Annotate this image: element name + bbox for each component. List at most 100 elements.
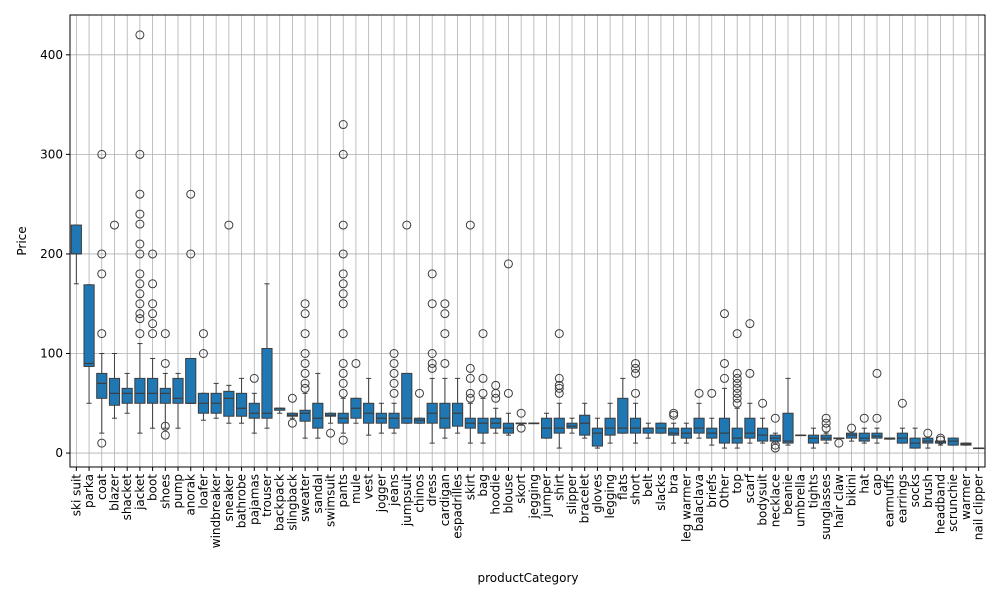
outlier bbox=[186, 249, 196, 259]
outlier bbox=[389, 388, 399, 398]
outlier bbox=[859, 413, 869, 423]
x-tick-label: shirt bbox=[552, 474, 566, 501]
outlier bbox=[389, 349, 399, 359]
box bbox=[452, 402, 464, 427]
outlier bbox=[148, 329, 158, 339]
outlier bbox=[326, 428, 336, 438]
outlier bbox=[135, 189, 145, 199]
outlier bbox=[427, 349, 437, 359]
outlier bbox=[491, 393, 501, 403]
outlier bbox=[338, 358, 348, 368]
x-tick-label: cap bbox=[870, 474, 884, 496]
box bbox=[477, 417, 489, 434]
outlier bbox=[719, 358, 729, 368]
x-tick-label: umbrella bbox=[794, 474, 808, 527]
x-tick-label: trouser bbox=[260, 474, 274, 517]
x-tick-label: sweater bbox=[298, 474, 312, 522]
outlier bbox=[135, 209, 145, 219]
x-tick-label: scarf bbox=[743, 473, 757, 503]
outlier bbox=[135, 249, 145, 259]
box bbox=[744, 417, 756, 439]
outlier bbox=[300, 329, 310, 339]
outlier bbox=[224, 220, 234, 230]
x-tick-label: jumper bbox=[540, 474, 554, 518]
x-tick-label: espadrilles bbox=[451, 474, 465, 539]
outlier bbox=[478, 329, 488, 339]
outlier bbox=[97, 438, 107, 448]
box bbox=[159, 387, 171, 404]
y-tick-label: 200 bbox=[40, 247, 63, 261]
box bbox=[299, 409, 311, 422]
x-tick-label: sneaker bbox=[222, 474, 236, 521]
outlier bbox=[389, 378, 399, 388]
outlier bbox=[554, 373, 564, 383]
x-tick-label: jeans bbox=[387, 474, 401, 507]
x-tick-label: headband bbox=[934, 474, 948, 534]
outlier bbox=[160, 430, 170, 440]
outlier bbox=[440, 299, 450, 309]
x-tick-label: coat bbox=[95, 474, 109, 500]
outlier bbox=[135, 219, 145, 229]
outlier bbox=[414, 388, 424, 398]
outlier bbox=[503, 388, 513, 398]
x-tick-label: pajamas bbox=[247, 474, 261, 525]
x-tick-label: bodysuit bbox=[756, 474, 770, 526]
outlier bbox=[97, 149, 107, 159]
outlier bbox=[135, 329, 145, 339]
x-tick-label: jumpsuit bbox=[400, 474, 414, 527]
outlier bbox=[300, 368, 310, 378]
x-tick-label: swimsuit bbox=[324, 474, 338, 527]
outlier bbox=[338, 378, 348, 388]
x-tick-label: earmuffs bbox=[883, 474, 897, 527]
outlier bbox=[719, 373, 729, 383]
x-tick-label: hoodie bbox=[489, 474, 503, 515]
box bbox=[223, 390, 235, 417]
box bbox=[83, 284, 95, 367]
outlier bbox=[465, 220, 475, 230]
outlier bbox=[669, 408, 679, 418]
outlier bbox=[732, 388, 742, 398]
outlier bbox=[300, 358, 310, 368]
box bbox=[121, 387, 133, 404]
outlier bbox=[389, 358, 399, 368]
outlier bbox=[770, 440, 780, 450]
outlier bbox=[745, 368, 755, 378]
outlier bbox=[478, 373, 488, 383]
outlier bbox=[338, 279, 348, 289]
outlier bbox=[478, 388, 488, 398]
x-tick-label: bathrobe bbox=[235, 474, 249, 528]
x-axis-label: productCategory bbox=[478, 571, 579, 585]
outlier bbox=[732, 383, 742, 393]
outlier bbox=[148, 299, 158, 309]
x-tick-label: scrunchie bbox=[946, 474, 960, 532]
outlier bbox=[287, 418, 297, 428]
outlier bbox=[503, 259, 513, 269]
x-tick-label: hair claw bbox=[832, 474, 846, 528]
outlier bbox=[97, 249, 107, 259]
x-tick-label: bracelet bbox=[578, 474, 592, 524]
outlier bbox=[872, 413, 882, 423]
outlier bbox=[465, 393, 475, 403]
outlier bbox=[338, 299, 348, 309]
outlier bbox=[148, 309, 158, 319]
outlier bbox=[821, 418, 831, 428]
y-tick-label: 100 bbox=[40, 347, 63, 361]
outlier bbox=[427, 363, 437, 373]
x-tick-label: legging bbox=[603, 474, 617, 519]
outlier bbox=[631, 368, 641, 378]
x-tick-label: tights bbox=[806, 474, 820, 508]
x-tick-label: ski suit bbox=[69, 474, 83, 517]
outlier bbox=[465, 388, 475, 398]
outlier bbox=[338, 149, 348, 159]
outlier bbox=[300, 383, 310, 393]
outlier bbox=[427, 358, 437, 368]
outlier bbox=[109, 220, 119, 230]
outlier bbox=[135, 299, 145, 309]
outlier bbox=[631, 388, 641, 398]
x-tick-label: nail clipper bbox=[972, 474, 986, 540]
box bbox=[858, 432, 870, 442]
box bbox=[731, 427, 743, 444]
outlier bbox=[732, 368, 742, 378]
x-tick-label: blouse bbox=[501, 474, 515, 514]
